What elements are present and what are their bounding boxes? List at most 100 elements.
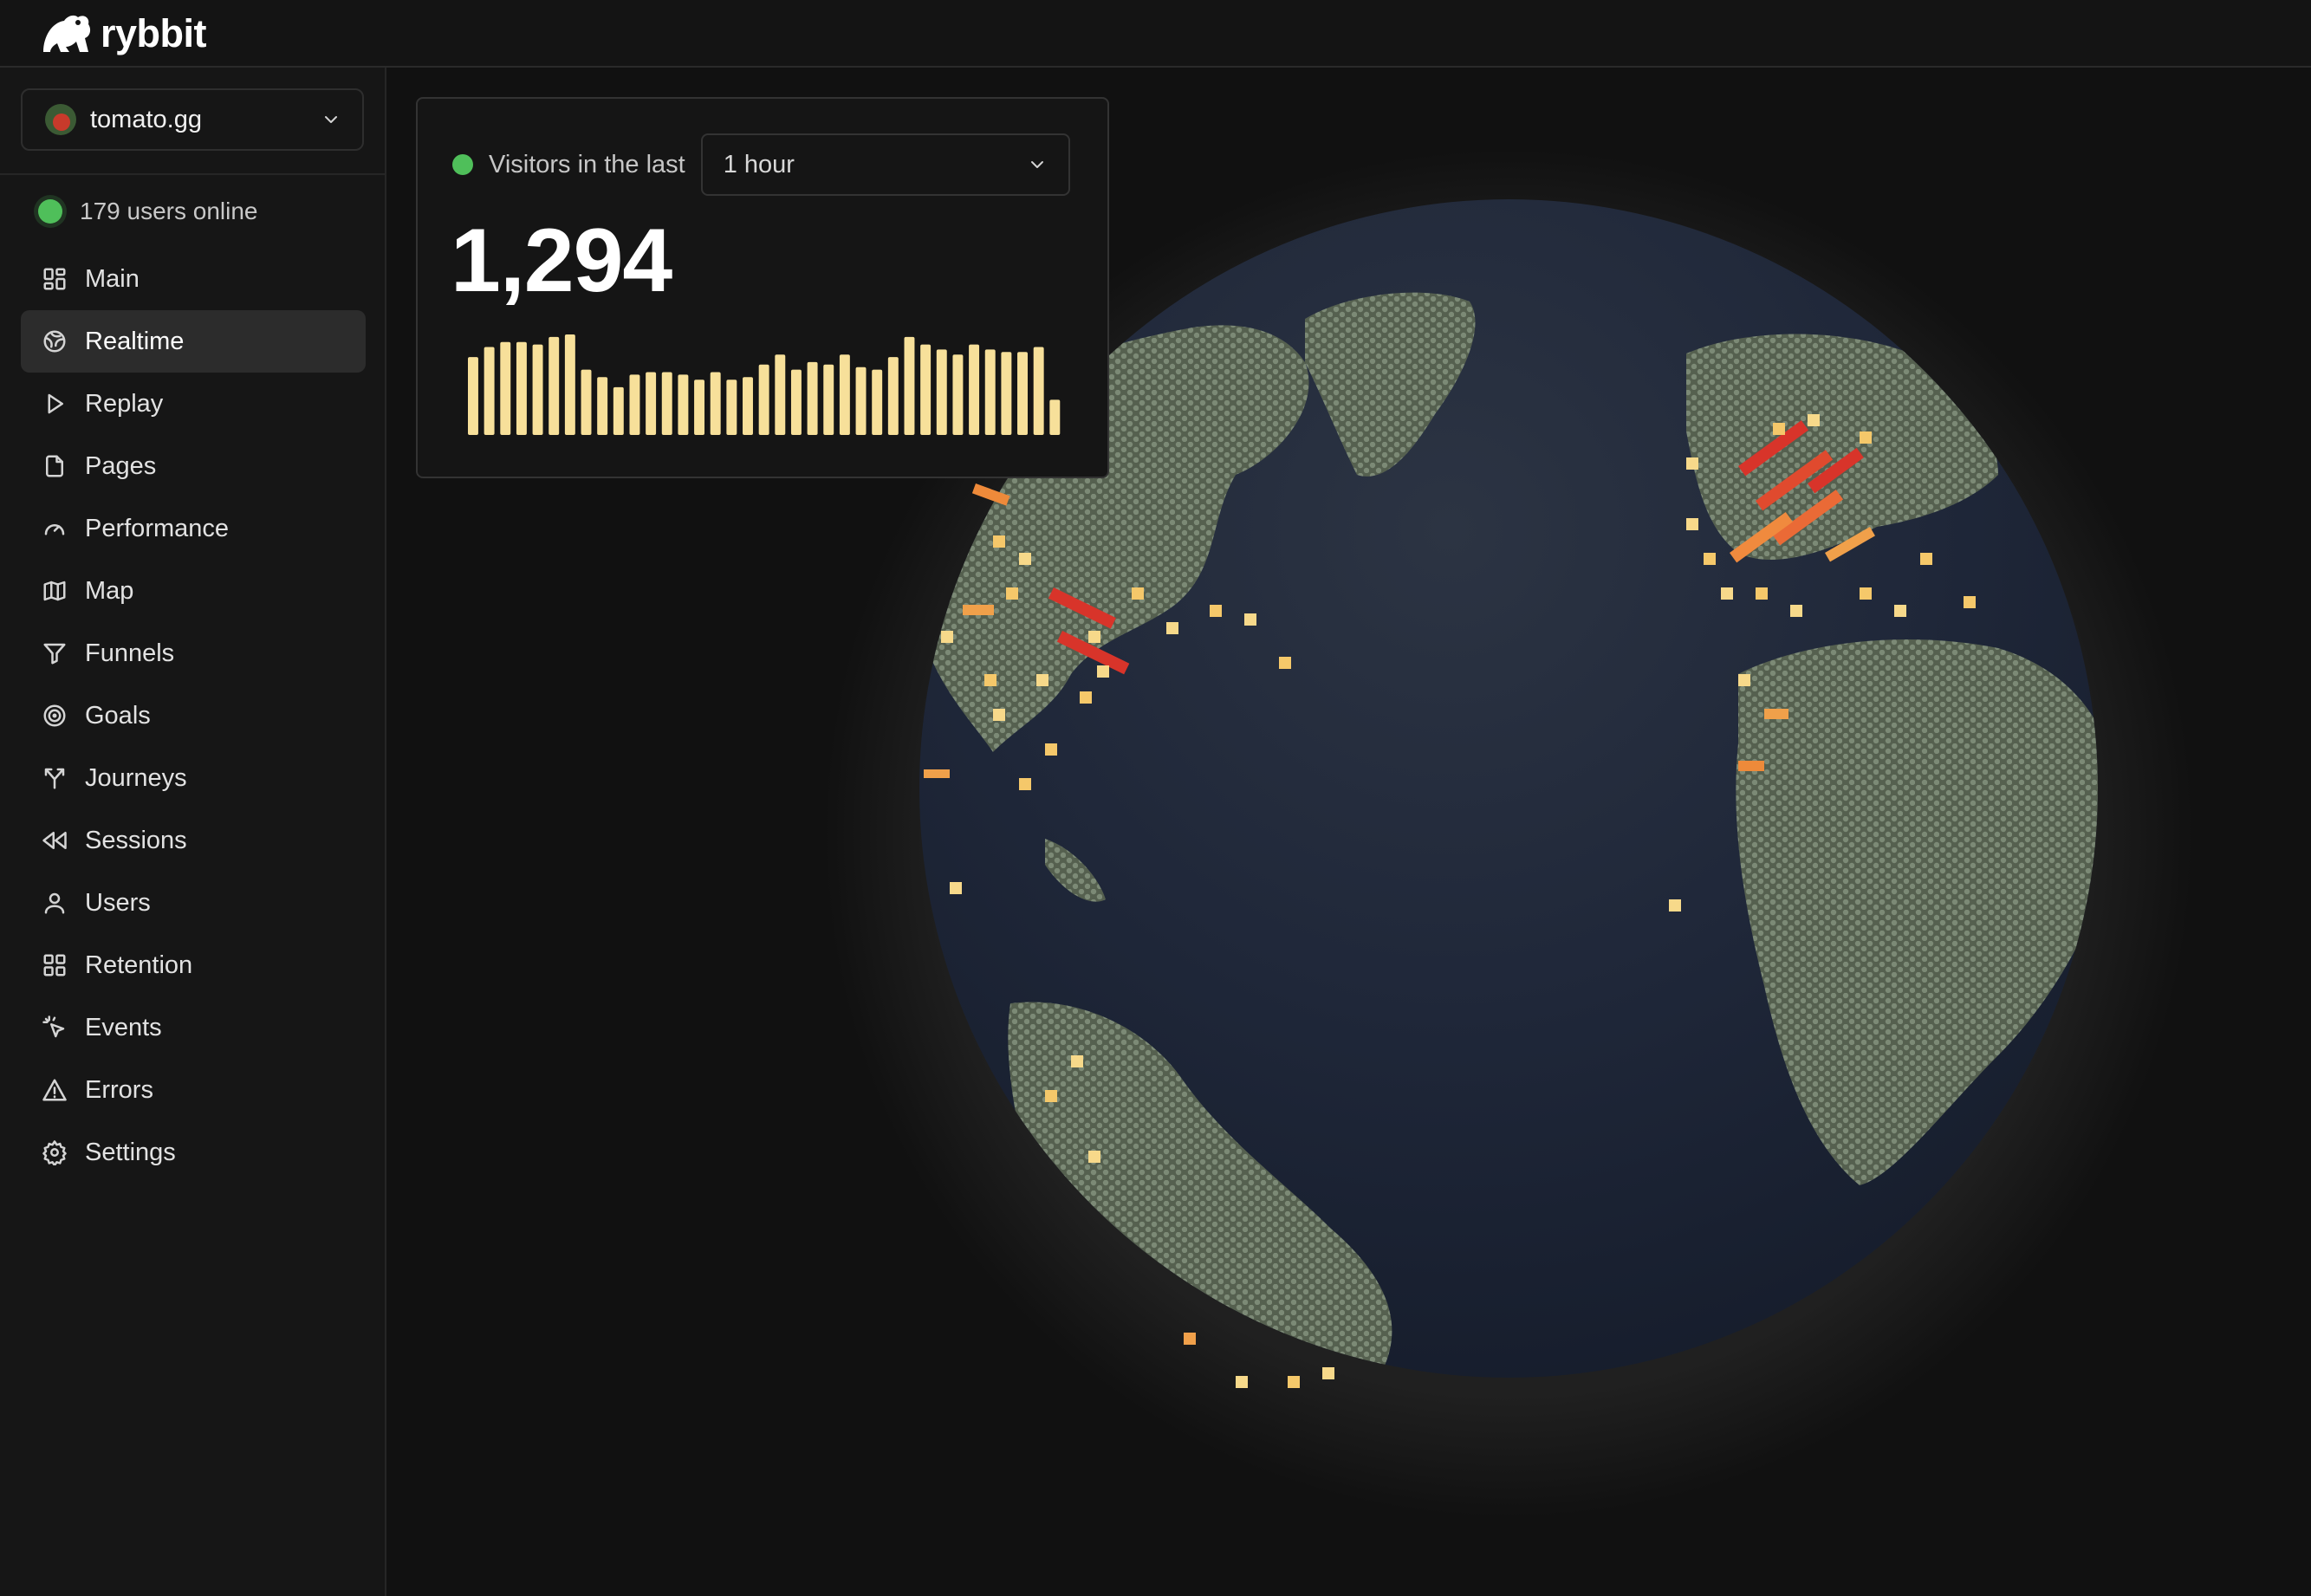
- sidebar-item-label: Map: [85, 576, 134, 605]
- target-icon: [43, 704, 66, 727]
- file-icon: [46, 455, 63, 477]
- sidebar-item-label: Users: [85, 888, 151, 917]
- sparkline-bar[interactable]: [646, 372, 657, 436]
- sparkline-bar[interactable]: [1049, 399, 1061, 435]
- sidebar-item-label: Replay: [85, 389, 164, 418]
- sidebar-item-replay[interactable]: Replay: [21, 373, 366, 435]
- sparkline-bar[interactable]: [872, 369, 883, 435]
- sidebar-item-users[interactable]: Users: [21, 872, 366, 934]
- sparkline-bar[interactable]: [661, 372, 672, 436]
- sidebar-item-pages[interactable]: Pages: [21, 435, 366, 497]
- sparkline-bar[interactable]: [597, 377, 608, 435]
- grid-icon: [43, 954, 66, 976]
- sidebar-item-label: Sessions: [85, 826, 187, 854]
- visitors-header: Visitors in the last 1 hour: [452, 133, 1070, 196]
- top-bar: rybbit: [0, 0, 2311, 68]
- sparkline-bar[interactable]: [629, 374, 640, 435]
- sparkline-bar[interactable]: [952, 354, 964, 435]
- sidebar-item-retention[interactable]: Retention: [21, 934, 366, 996]
- rewind-icon: [42, 832, 67, 849]
- sparkline-bar[interactable]: [887, 357, 899, 435]
- sidebar-item-label: Journeys: [85, 763, 187, 792]
- funnel-icon: [43, 643, 66, 665]
- visitors-sparkline: [468, 334, 1061, 436]
- sparkline-bar[interactable]: [743, 377, 753, 435]
- sparkline-bar[interactable]: [516, 341, 527, 435]
- sparkline-bar[interactable]: [1001, 352, 1012, 435]
- mouse-pointer-click-icon: [42, 1015, 65, 1038]
- sidebar-item-realtime[interactable]: Realtime: [21, 310, 366, 373]
- layout-grid-icon: [43, 268, 66, 290]
- sparkline-bar[interactable]: [710, 372, 721, 436]
- sparkline-bar[interactable]: [920, 344, 932, 435]
- sparkline-bar[interactable]: [468, 357, 478, 435]
- frog-logo-icon: [43, 15, 91, 52]
- chevron-down-icon: [325, 116, 337, 123]
- sidebar-item-goals[interactable]: Goals: [21, 684, 366, 747]
- sparkline-bar[interactable]: [726, 380, 737, 435]
- sidebar-item-label: Funnels: [85, 639, 175, 667]
- realtime-globe[interactable]: [386, 68, 2311, 1596]
- sparkline-bar[interactable]: [581, 369, 592, 435]
- sidebar-item-label: Performance: [85, 514, 230, 542]
- sparkline-bar[interactable]: [775, 354, 786, 435]
- sidebar-item-label: Settings: [85, 1138, 176, 1166]
- sidebar-item-funnels[interactable]: Funnels: [21, 622, 366, 684]
- realtime-visitors-card: Visitors in the last 1 hour 1,294: [416, 97, 1109, 478]
- visitor-count: 1,294: [451, 211, 672, 311]
- sparkline-bar[interactable]: [484, 347, 495, 436]
- sidebar-item-main[interactable]: Main: [21, 248, 366, 310]
- settings-icon: [42, 1140, 67, 1165]
- map-icon: [43, 581, 66, 601]
- sidebar-item-label: Errors: [85, 1075, 153, 1104]
- alert-triangle-icon: [42, 1079, 67, 1101]
- site-selector[interactable]: tomato.gg: [21, 88, 364, 151]
- sidebar-item-label: Events: [85, 1013, 162, 1041]
- online-status-dot: [38, 199, 62, 224]
- sparkline-bar[interactable]: [694, 380, 705, 435]
- play-icon: [48, 393, 63, 414]
- sparkline-bar[interactable]: [855, 367, 867, 435]
- live-status-dot: [452, 154, 473, 175]
- sparkline-bar[interactable]: [904, 336, 915, 435]
- sparkline-bar[interactable]: [984, 349, 996, 435]
- traffic-bars-south-america: [1045, 1055, 1334, 1388]
- sidebar-item-performance[interactable]: Performance: [21, 497, 366, 560]
- sidebar-item-label: Goals: [85, 701, 151, 730]
- sidebar-item-events[interactable]: Events: [21, 996, 366, 1059]
- sparkline-bar[interactable]: [758, 364, 769, 435]
- app-logo[interactable]: rybbit: [40, 10, 207, 57]
- africa-land: [1736, 639, 2098, 1185]
- sidebar-item-journeys[interactable]: Journeys: [21, 747, 366, 809]
- sidebar: tomato.gg 179 users online Main Realtime…: [0, 68, 386, 1596]
- traffic-bars-europe: [1669, 414, 1976, 912]
- sidebar-item-map[interactable]: Map: [21, 560, 366, 622]
- sparkline-bar[interactable]: [613, 386, 624, 435]
- gauge-icon: [44, 524, 65, 535]
- sparkline-bar[interactable]: [678, 374, 689, 435]
- sparkline-bar[interactable]: [532, 344, 543, 435]
- sparkline-bar[interactable]: [936, 349, 947, 435]
- sparkline-bar[interactable]: [564, 334, 575, 435]
- globe-visualization[interactable]: [386, 68, 2311, 1596]
- sparkline-bar[interactable]: [500, 341, 511, 435]
- sparkline-bar[interactable]: [790, 369, 802, 435]
- sidebar-item-sessions[interactable]: Sessions: [21, 809, 366, 872]
- sparkline-bar[interactable]: [1017, 352, 1028, 435]
- sparkline-bar[interactable]: [823, 364, 834, 435]
- sparkline-bar[interactable]: [549, 336, 560, 435]
- sparkline-bar[interactable]: [1033, 347, 1044, 436]
- sidebar-item-settings[interactable]: Settings: [21, 1121, 366, 1184]
- sidebar-item-label: Pages: [85, 451, 157, 480]
- site-favicon: [45, 104, 76, 135]
- time-range-select[interactable]: 1 hour: [700, 133, 1070, 196]
- site-selector-value: tomato.gg: [90, 105, 202, 133]
- chevron-down-icon: [1030, 161, 1043, 168]
- sparkline-bar[interactable]: [839, 354, 850, 435]
- visitors-label: Visitors in the last: [489, 150, 685, 178]
- sparkline-bar[interactable]: [807, 361, 818, 435]
- greenland-land: [1305, 292, 1476, 477]
- sidebar-item-errors[interactable]: Errors: [21, 1059, 366, 1121]
- sparkline-bar[interactable]: [969, 344, 980, 435]
- globe-icon: [43, 330, 66, 353]
